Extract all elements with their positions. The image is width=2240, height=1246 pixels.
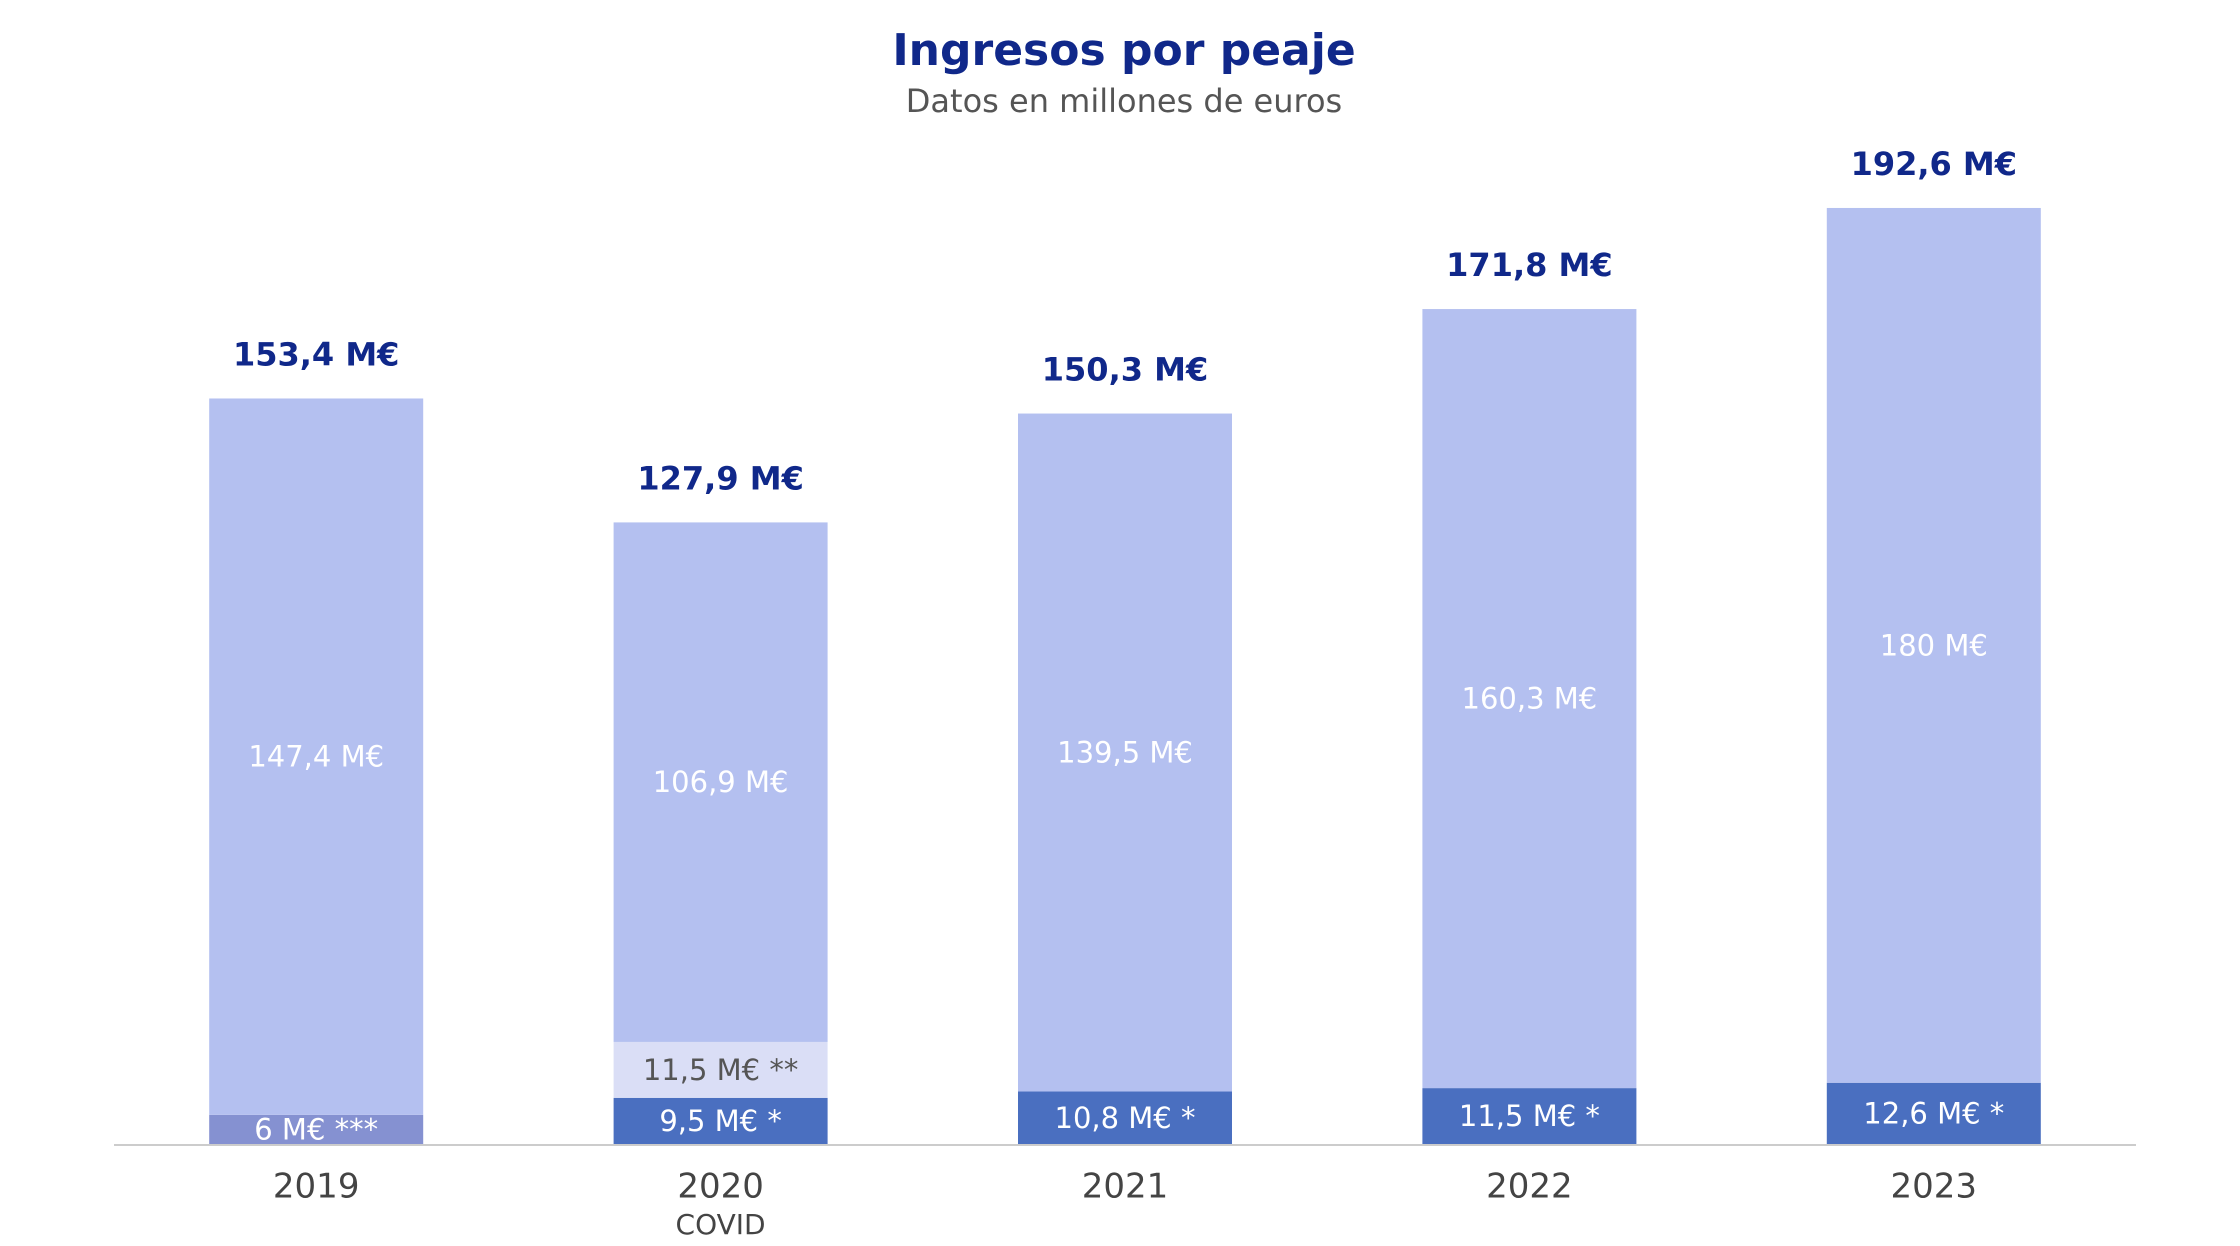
segment-label: 147,4 M€ bbox=[248, 740, 384, 774]
total-label: 150,3 M€ bbox=[1042, 351, 1208, 389]
chart-title: Ingresos por peaje bbox=[892, 25, 1355, 76]
segment-label: 180 M€ bbox=[1880, 628, 1988, 662]
segment-label: 11,5 M€ ** bbox=[643, 1053, 798, 1087]
bar-segment bbox=[613, 1041, 828, 1098]
x-tick-label: 2023 bbox=[1891, 1167, 1978, 1207]
x-tick-note: COVID bbox=[676, 1208, 766, 1241]
bar-segment bbox=[1422, 309, 1637, 1089]
total-label: 192,6 M€ bbox=[1851, 145, 2017, 183]
total-label: 153,4 M€ bbox=[233, 335, 399, 373]
segment-label: 6 M€ *** bbox=[254, 1112, 378, 1146]
bar-segment bbox=[209, 398, 424, 1115]
x-tick-label: 2020 bbox=[677, 1167, 764, 1207]
segment-label: 139,5 M€ bbox=[1057, 736, 1193, 770]
segment-label: 12,6 M€ * bbox=[1863, 1096, 2004, 1130]
bar-segment bbox=[613, 1097, 828, 1144]
bar-segment bbox=[613, 522, 828, 1042]
x-tick-label: 2021 bbox=[1082, 1167, 1169, 1207]
segment-label: 106,9 M€ bbox=[653, 765, 789, 799]
total-label: 171,8 M€ bbox=[1446, 246, 1612, 284]
x-tick-label: 2019 bbox=[273, 1167, 360, 1207]
x-tick-label: 2022 bbox=[1486, 1167, 1573, 1207]
segment-label: 9,5 M€ * bbox=[659, 1104, 782, 1138]
bar-segment bbox=[1422, 1088, 1637, 1144]
bar-segment bbox=[1826, 207, 2041, 1083]
total-label: 127,9 M€ bbox=[637, 459, 803, 497]
bar-segment bbox=[1826, 1082, 2041, 1144]
bar-segment bbox=[209, 1114, 424, 1144]
segment-label: 11,5 M€ * bbox=[1459, 1099, 1600, 1133]
segment-label: 10,8 M€ * bbox=[1055, 1101, 1196, 1135]
segment-label: 160,3 M€ bbox=[1462, 682, 1598, 716]
chart-subtitle: Datos en millones de euros bbox=[906, 82, 1342, 120]
bar-segment bbox=[1018, 413, 1232, 1092]
bar-segment bbox=[1018, 1091, 1232, 1144]
